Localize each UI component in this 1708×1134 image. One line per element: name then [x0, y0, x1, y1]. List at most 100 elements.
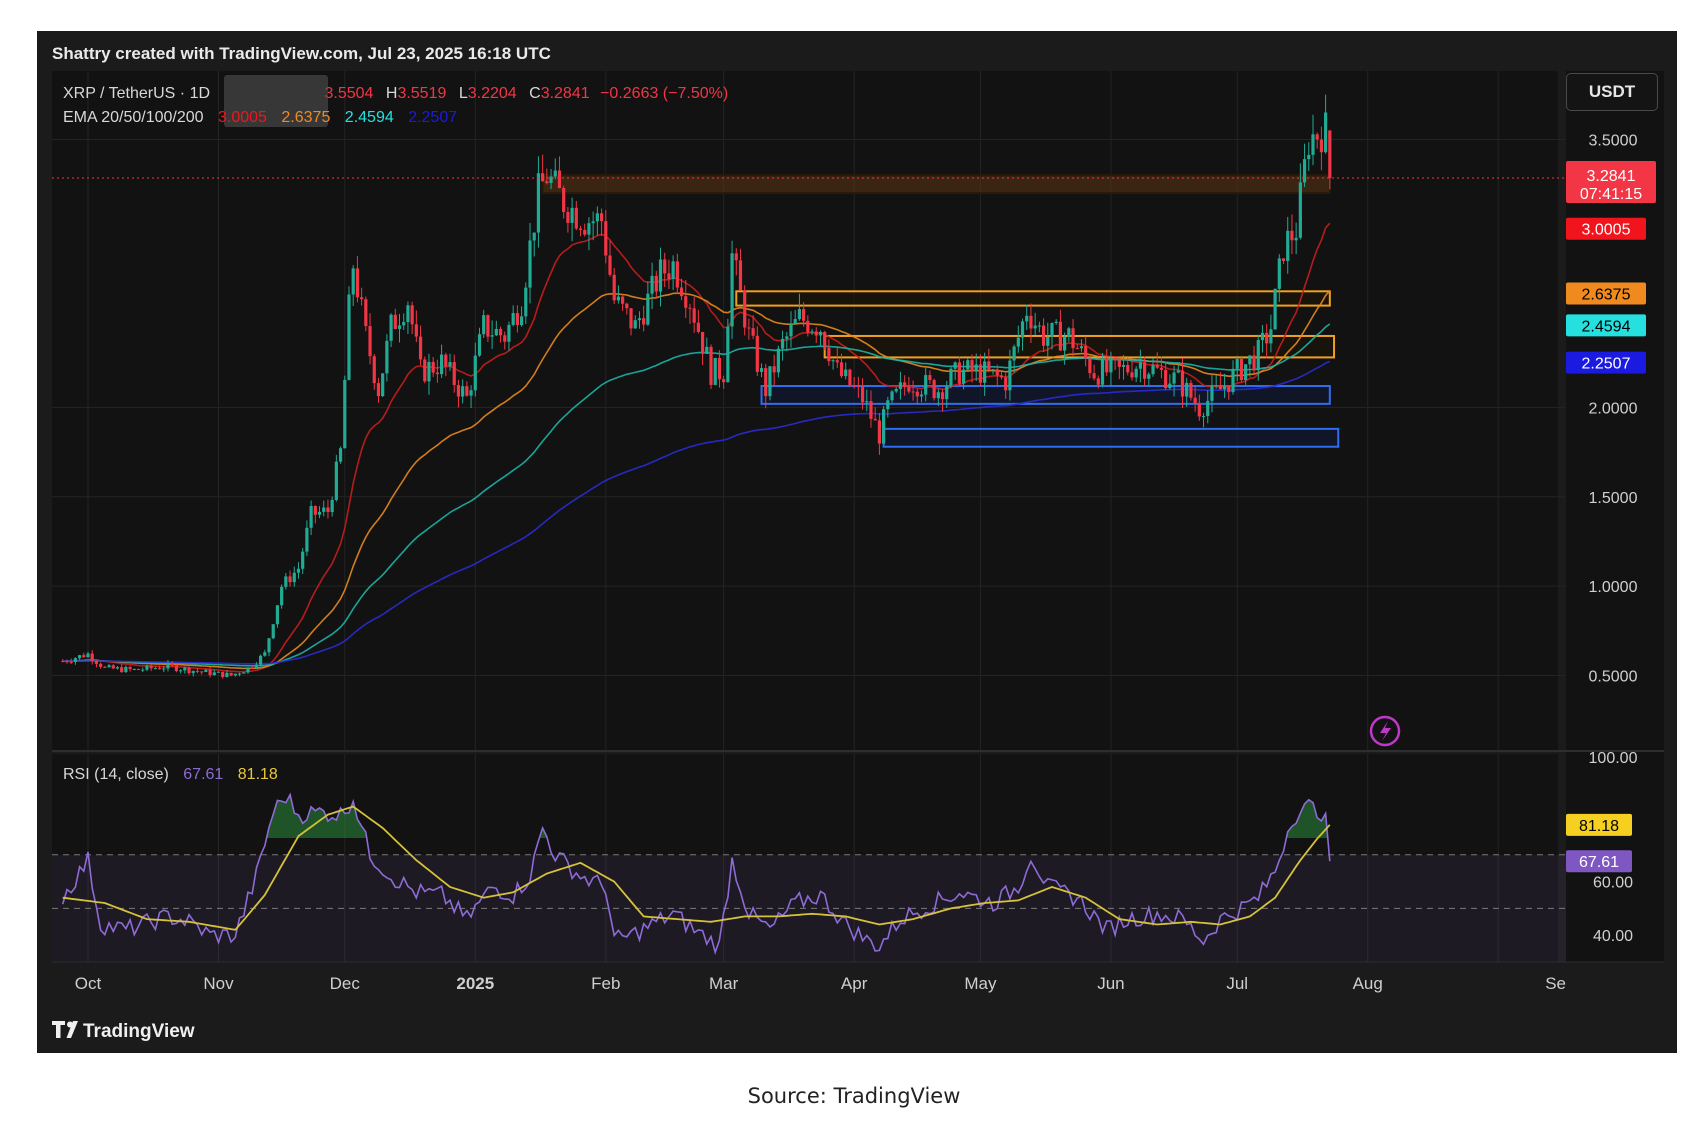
time-tick-label: Dec [330, 974, 361, 993]
candle-body [696, 322, 700, 332]
candle-body [115, 667, 120, 669]
candle-body [983, 361, 987, 383]
candle-body [873, 418, 877, 421]
candle-body [1143, 362, 1147, 379]
rsi-axis-labels: 81.18 67.61 [1566, 813, 1632, 873]
last-price-value: 3.2841 [1587, 168, 1636, 185]
alert-icon[interactable] [1369, 715, 1401, 747]
candle-body [208, 669, 212, 676]
candle-body [141, 669, 145, 671]
candle-body [621, 296, 625, 304]
rsi-tick-label: 60.00 [1593, 875, 1633, 892]
candle-body [1020, 321, 1025, 338]
candle-body [360, 297, 364, 300]
candle-body [128, 666, 132, 670]
candle-body [334, 461, 338, 500]
orange-zone [541, 174, 1331, 195]
candle-body [162, 668, 166, 670]
candle-body [595, 213, 599, 222]
candle-body [793, 319, 797, 324]
time-tick-label: May [964, 974, 997, 993]
candle-body [751, 328, 755, 336]
price-tick-label: 1.0000 [1589, 579, 1638, 596]
candle-body [1046, 336, 1050, 346]
candle-body [1294, 237, 1298, 241]
price-tick-label: 2.0000 [1589, 400, 1638, 417]
candle-body [953, 362, 957, 369]
candle-body [448, 362, 452, 367]
candle-body [599, 213, 604, 222]
candle-body [1218, 385, 1222, 390]
candle-body [768, 366, 772, 397]
candle-body [1105, 359, 1109, 373]
ema-price-value: 2.6375 [1582, 287, 1631, 304]
candle-body [107, 665, 111, 668]
candle-body [212, 672, 216, 676]
candle-body [1159, 367, 1164, 370]
candle-body [1063, 336, 1067, 351]
candle-body [1256, 340, 1260, 371]
candle-body [818, 331, 823, 336]
candle-body [747, 327, 751, 329]
candle-body [397, 325, 402, 329]
candle-body [759, 368, 764, 372]
candle-body [204, 669, 208, 673]
candle-body [99, 663, 103, 667]
candle-body [1075, 348, 1079, 350]
candle-body [806, 320, 810, 333]
currency-button[interactable]: USDT [1566, 73, 1658, 111]
candle-body [179, 670, 183, 672]
candle-body [949, 368, 953, 387]
time-tick-label: Jul [1226, 974, 1248, 993]
price-pane[interactable] [52, 71, 1558, 751]
rsi-pane[interactable] [52, 754, 1558, 962]
ohlc-legend[interactable]: XRP / TetherUS · 1D 3.5504 H3.5519 L3.22… [63, 85, 728, 102]
tradingview-wordmark: TradingView [83, 1021, 195, 1042]
candle-body [1151, 365, 1155, 375]
candle-body [591, 221, 595, 224]
candle-body [945, 386, 949, 400]
candle-body [444, 354, 448, 367]
candle-body [827, 347, 831, 362]
candle-body [1067, 328, 1071, 337]
open-value: 3.5504 [324, 85, 373, 102]
candle-body [961, 369, 966, 384]
candle-body [974, 364, 978, 372]
ema-legend[interactable]: EMA 20/50/100/200 3.0005 2.6375 2.4594 2… [63, 109, 457, 126]
candle-body [149, 665, 153, 669]
candle-body [427, 361, 431, 382]
candle-body [860, 386, 865, 403]
candle-body [132, 669, 136, 671]
rsi-legend[interactable]: RSI (14, close) 67.61 81.18 [63, 766, 278, 783]
candle-body [263, 652, 267, 656]
candle-body [364, 299, 368, 327]
rsi-band-background [52, 854, 1566, 962]
candle-body [258, 655, 263, 665]
rsi-value: 67.61 [183, 766, 223, 783]
candle-body [999, 375, 1004, 378]
candle-body [288, 576, 292, 583]
candle-body [898, 382, 903, 389]
candle-body [477, 334, 482, 356]
candle-body [389, 314, 393, 341]
candle-body [915, 391, 919, 397]
candle-body [1084, 346, 1088, 359]
candle-body [1037, 325, 1041, 327]
candle-body [351, 268, 355, 295]
candle-body [376, 383, 381, 397]
candle-body [1206, 400, 1210, 417]
candle-body [1016, 337, 1020, 347]
attribution-text: Shattry created with TradingView.com, Ju… [52, 44, 551, 63]
candle-body [835, 360, 839, 363]
candle-body [166, 663, 170, 669]
ema-price-label [1566, 314, 1646, 337]
candle-body [587, 223, 591, 235]
ema-price-label [1566, 217, 1646, 240]
candle-body [1315, 134, 1319, 140]
candle-body [583, 229, 587, 235]
candle-body [679, 287, 684, 297]
candle-body [650, 275, 654, 294]
candle-body [1033, 325, 1037, 329]
candle-body [1138, 362, 1142, 369]
